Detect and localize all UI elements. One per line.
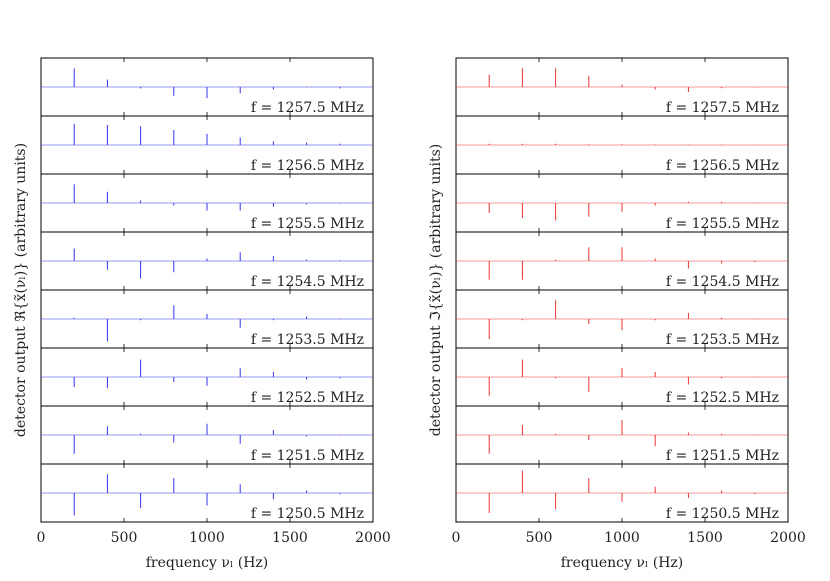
frequency-label: f = 1251.5 MHz [251, 448, 364, 464]
frequency-label: f = 1251.5 MHz [666, 448, 779, 464]
x-tick-label: 2000 [355, 530, 391, 546]
x-tick-label: 0 [452, 530, 461, 546]
x-tick-label: 0 [37, 530, 46, 546]
subplot: f = 1257.5 MHz [40, 57, 374, 117]
frequency-label: f = 1250.5 MHz [666, 506, 779, 522]
x-tick-label: 1000 [604, 530, 640, 546]
frequency-label: f = 1257.5 MHz [666, 100, 779, 116]
subplot: f = 1252.5 MHz [40, 347, 374, 407]
subplot: f = 1250.5 MHz [40, 463, 374, 523]
subplot: f = 1253.5 MHz [40, 289, 374, 349]
frequency-label: f = 1255.5 MHz [666, 216, 779, 232]
subplot: f = 1256.5 MHz [40, 115, 374, 175]
subplot: f = 1256.5 MHz [455, 115, 789, 175]
frequency-label: f = 1253.5 MHz [666, 332, 779, 348]
right-panel-imaginary: f = 1257.5 MHz f = 1256.5 MHz f = 1255.5 M… [428, 57, 806, 571]
x-tick-label: 500 [111, 530, 138, 546]
subplot: f = 1253.5 MHz [455, 289, 789, 349]
x-tick-label: 1500 [687, 530, 723, 546]
frequency-label: f = 1252.5 MHz [666, 390, 779, 406]
frequency-label: f = 1256.5 MHz [666, 158, 779, 174]
frequency-label: f = 1255.5 MHz [251, 216, 364, 232]
x-axis-label: frequency νₗ (Hz) [561, 555, 684, 571]
subplot: f = 1254.5 MHz [40, 231, 374, 291]
x-tick-label: 2000 [770, 530, 806, 546]
frequency-label: f = 1254.5 MHz [251, 274, 364, 290]
subplot: f = 1252.5 MHz [455, 347, 789, 407]
frequency-label: f = 1253.5 MHz [251, 332, 364, 348]
subplot: f = 1251.5 MHz [40, 405, 374, 465]
subplot: f = 1255.5 MHz [40, 173, 374, 233]
x-axis-label: frequency νₗ (Hz) [146, 555, 269, 571]
left-panel-real: f = 1257.5 MHz f = 1256.5 MHz f = 1255.5 M… [13, 57, 391, 571]
x-tick-label: 500 [526, 530, 553, 546]
x-tick-label: 1000 [189, 530, 225, 546]
frequency-label: f = 1254.5 MHz [666, 274, 779, 290]
y-axis-label: detector output ℜ{x̃(νₗ)} (arbitrary uni… [13, 143, 29, 437]
frequency-label: f = 1257.5 MHz [251, 100, 364, 116]
subplot: f = 1251.5 MHz [455, 405, 789, 465]
subplot: f = 1250.5 MHz [455, 463, 789, 523]
frequency-label: f = 1250.5 MHz [251, 506, 364, 522]
x-tick-label: 1500 [272, 530, 308, 546]
subplot: f = 1254.5 MHz [455, 231, 789, 291]
y-axis-label: detector output ℑ{x̃(νₗ)} (arbitrary uni… [428, 144, 444, 437]
frequency-label: f = 1252.5 MHz [251, 390, 364, 406]
subplot: f = 1257.5 MHz [455, 57, 789, 117]
subplot: f = 1255.5 MHz [455, 173, 789, 233]
frequency-label: f = 1256.5 MHz [251, 158, 364, 174]
